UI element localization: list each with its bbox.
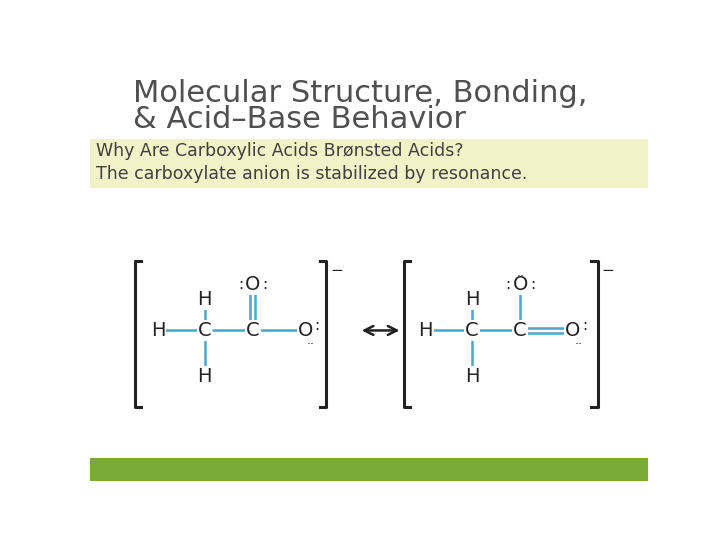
Text: :: :: [530, 276, 535, 292]
Text: O: O: [513, 275, 528, 294]
Text: H: H: [197, 290, 212, 309]
Text: O: O: [565, 321, 580, 340]
Text: C: C: [246, 321, 260, 340]
Bar: [90, 139, 648, 188]
Text: H: H: [465, 367, 480, 386]
Text: :: :: [582, 318, 587, 333]
Text: :: :: [505, 276, 510, 292]
Text: :: :: [315, 318, 320, 333]
Bar: [90, 457, 648, 481]
Text: H: H: [465, 290, 480, 309]
Text: C: C: [465, 321, 479, 340]
Text: H: H: [418, 321, 433, 340]
Text: H: H: [151, 321, 166, 340]
Text: ..: ..: [575, 334, 582, 347]
Text: −: −: [601, 262, 614, 278]
Text: The carboxylate anion is stabilized by resonance.: The carboxylate anion is stabilized by r…: [96, 165, 528, 183]
Text: ..: ..: [516, 266, 524, 279]
Text: C: C: [198, 321, 212, 340]
Text: O: O: [298, 321, 313, 340]
Text: C: C: [513, 321, 527, 340]
Text: H: H: [197, 367, 212, 386]
Text: O: O: [245, 275, 261, 294]
Text: ..: ..: [307, 334, 315, 347]
Text: −: −: [330, 262, 343, 278]
Text: Molecular Structure, Bonding,: Molecular Structure, Bonding,: [132, 79, 587, 107]
Text: Why Are Carboxylic Acids Brønsted Acids?: Why Are Carboxylic Acids Brønsted Acids?: [96, 142, 464, 160]
Text: :: :: [238, 276, 243, 292]
Text: :: :: [263, 276, 268, 292]
Text: & Acid–Base Behavior: & Acid–Base Behavior: [132, 105, 466, 134]
